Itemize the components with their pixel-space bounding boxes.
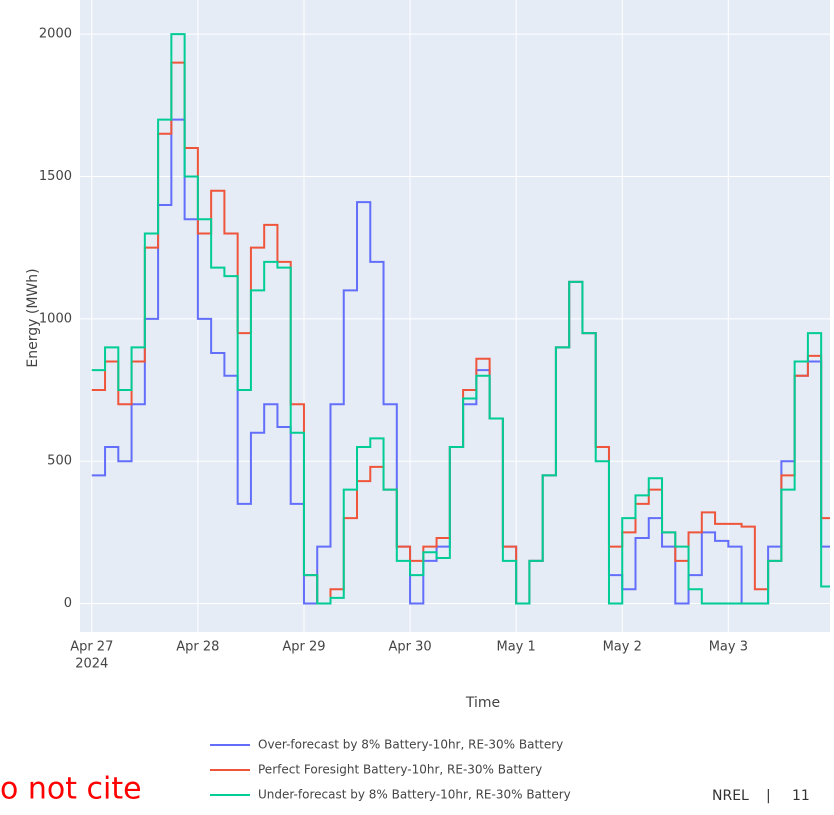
y-tick-label: 1000 bbox=[39, 311, 72, 326]
x-tick-label: Apr 30 bbox=[388, 640, 431, 655]
x-tick-label: Apr 29 bbox=[282, 640, 325, 655]
plot-area bbox=[80, 0, 830, 632]
x-tick-label: Apr 27 bbox=[70, 640, 113, 655]
footer-note: o not cite bbox=[0, 772, 142, 807]
y-axis-title: Energy (MWh) bbox=[25, 268, 41, 367]
legend-label: Perfect Foresight Battery-10hr, RE-30% B… bbox=[258, 763, 542, 777]
footer-org: NREL bbox=[712, 788, 749, 804]
x-tick-sublabel: 2024 bbox=[75, 657, 108, 672]
footer-separator: | bbox=[766, 788, 771, 804]
y-tick-label: 500 bbox=[47, 454, 72, 469]
y-tick-label: 0 bbox=[64, 596, 72, 611]
y-tick-label: 1500 bbox=[39, 169, 72, 184]
series-line bbox=[91, 33, 830, 605]
x-tick-label: May 2 bbox=[603, 640, 642, 655]
y-tick-label: 2000 bbox=[39, 27, 72, 42]
footer-page: 11 bbox=[792, 788, 810, 804]
legend-label: Under-forecast by 8% Battery-10hr, RE-30… bbox=[258, 788, 571, 802]
x-tick-label: May 3 bbox=[709, 640, 748, 655]
legend-label: Over-forecast by 8% Battery-10hr, RE-30%… bbox=[258, 738, 563, 752]
x-axis-title: Time bbox=[465, 695, 500, 711]
x-tick-label: Apr 28 bbox=[176, 640, 219, 655]
x-tick-label: May 1 bbox=[497, 640, 536, 655]
